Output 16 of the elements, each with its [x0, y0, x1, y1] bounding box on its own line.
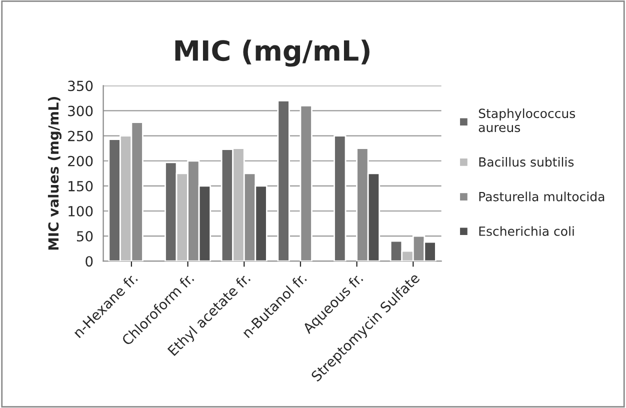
- legend-label: Bacillus subtilis: [479, 157, 574, 167]
- y-tick-label: 150: [68, 180, 93, 192]
- legend-label: Escherichia coli: [479, 226, 574, 236]
- legend-label: Pasturella multocida: [479, 192, 604, 202]
- y-tick-label: 250: [68, 130, 93, 142]
- bar: [277, 100, 290, 262]
- y-tick-label: 0: [86, 256, 93, 267]
- y-tick-label: 200: [68, 156, 93, 166]
- bar: [334, 135, 346, 262]
- chart-title: MIC (mg/mL): [175, 40, 370, 67]
- y-tick-label: 50: [76, 231, 93, 242]
- y-tick-label: 100: [68, 206, 93, 216]
- y-tick-label: 300: [68, 106, 93, 116]
- y-axis-title: MIC values (mg/mL): [48, 97, 62, 250]
- legend-label: Staphylococcus aureus: [478, 108, 576, 132]
- y-tick-label: 350: [68, 80, 93, 92]
